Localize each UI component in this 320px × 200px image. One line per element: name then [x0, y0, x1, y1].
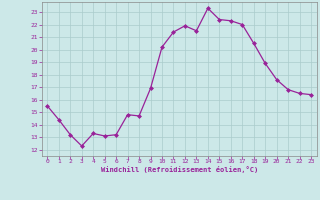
X-axis label: Windchill (Refroidissement éolien,°C): Windchill (Refroidissement éolien,°C): [100, 166, 258, 173]
